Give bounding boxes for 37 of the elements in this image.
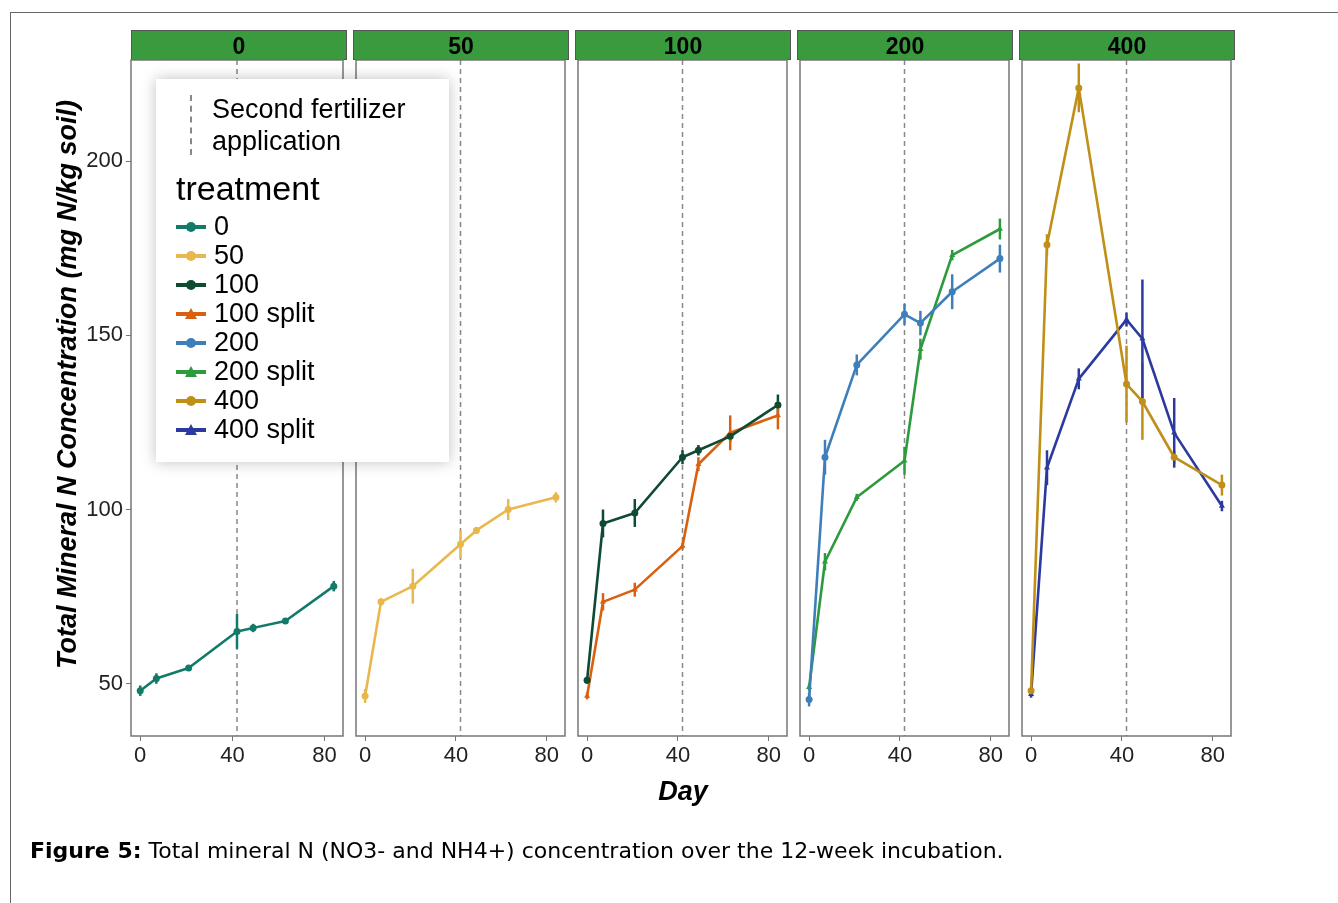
y-tick-label: 150 <box>86 321 123 347</box>
x-tick-label: 80 <box>756 742 782 768</box>
x-tick-label: 80 <box>978 742 1004 768</box>
x-tick-label: 0 <box>802 742 816 768</box>
x-tick-label: 0 <box>1024 742 1038 768</box>
x-tick-label: 0 <box>580 742 594 768</box>
chart-title: 50 <box>353 30 569 60</box>
legend-label: 400 split <box>214 414 315 445</box>
y-tick-label: 100 <box>86 495 123 521</box>
x-tick-label: 0 <box>358 742 372 768</box>
x-tick-label: 40 <box>220 742 245 768</box>
chart-title: 200 <box>797 30 1013 60</box>
chart-title: 400 <box>1019 30 1235 60</box>
caption: Figure 5: Total mineral N (NO3- and NH4+) concentration over the 12-week incubation. <box>30 838 1004 863</box>
chart-title: 0 <box>131 30 347 60</box>
legend-label: 100 <box>214 269 260 300</box>
x-tick-label: 80 <box>534 742 560 768</box>
y-tick-label: 200 <box>86 147 123 173</box>
legend-label: 400 <box>214 385 260 416</box>
legend-label: 100 split <box>214 298 315 329</box>
x-tick-label: 40 <box>887 742 913 768</box>
legend-title: treatment <box>176 169 321 208</box>
legend-label: 200 split <box>214 356 315 387</box>
chart-title: 100 <box>575 30 791 60</box>
legend-label: 0 <box>214 211 230 242</box>
y-tick-label: 50 <box>98 669 123 695</box>
x-axis-title: Day <box>657 776 710 807</box>
x-tick-label: 0 <box>134 742 147 768</box>
legend-label: 200 <box>214 327 260 358</box>
x-tick-label: 80 <box>312 742 337 768</box>
legend-label: 50 <box>214 240 245 271</box>
y-axis-title: Total Mineral N Concentration (mg N/kg soil) <box>50 99 83 671</box>
x-tick-label: 80 <box>1200 742 1226 768</box>
x-tick-label: 40 <box>443 742 469 768</box>
x-tick-label: 40 <box>1109 742 1135 768</box>
ref-line-label: Second fertilizer application <box>212 93 407 157</box>
x-tick-label: 40 <box>665 742 691 768</box>
